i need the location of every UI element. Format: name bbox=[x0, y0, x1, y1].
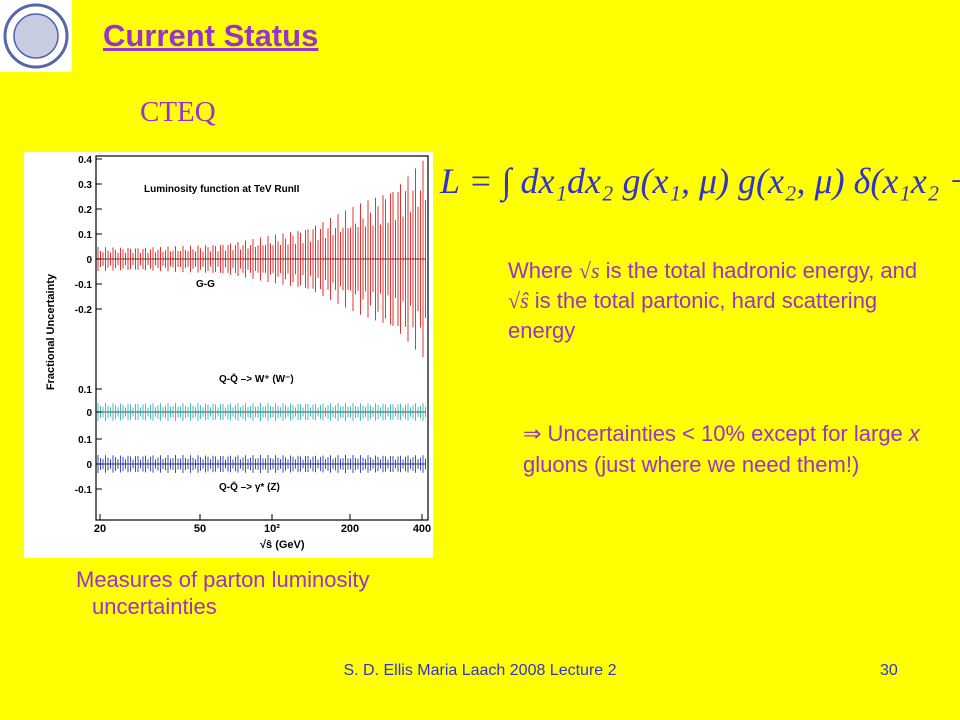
symbol: √ŝ bbox=[508, 288, 529, 313]
x-tick-label: 400 bbox=[413, 523, 431, 535]
y-tick-label: 0.1 bbox=[78, 230, 92, 241]
figure: Luminosity function at TeV RunII Fractio… bbox=[24, 152, 433, 558]
x-tick-label: 50 bbox=[194, 523, 206, 535]
logo bbox=[0, 0, 72, 72]
text: x bbox=[908, 421, 920, 446]
caption-line: uncertainties bbox=[92, 594, 217, 619]
y-tick-label: -0.1 bbox=[75, 485, 93, 496]
text: Where bbox=[508, 258, 579, 283]
y-tick-label: 0.4 bbox=[78, 155, 92, 166]
y-tick-label: -0.2 bbox=[75, 305, 93, 316]
y-tick-label: 0.1 bbox=[78, 435, 92, 446]
bullet: ⇒ Uncertainties < 10% except for large x… bbox=[523, 418, 933, 480]
formula: L = ∫ dx₁dx₂ g(x₁, μ) g(x₂, μ) δ(x₁x₂ − … bbox=[440, 161, 960, 201]
panel-label: G-G bbox=[196, 279, 215, 290]
x-tick-label: 200 bbox=[341, 523, 359, 535]
y-tick-label: 0.1 bbox=[78, 385, 92, 396]
caption-line: Measures of parton luminosity bbox=[76, 567, 370, 592]
text: is the total partonic, hard scattering e… bbox=[508, 288, 878, 343]
panel-label: Q-Q̄ –> W⁺ (W⁻) bbox=[219, 373, 294, 385]
where-text: Where √s is the total hadronic energy, a… bbox=[508, 256, 928, 346]
footer: S. D. Ellis Maria Laach 2008 Lecture 2 bbox=[343, 662, 617, 679]
subtitle: CTEQ bbox=[140, 96, 216, 128]
y-tick-label: 0 bbox=[86, 408, 92, 419]
y-label: Fractional Uncertainty bbox=[45, 273, 57, 390]
y-tick-label: 0 bbox=[86, 255, 92, 266]
panel-label: Q-Q̄ –> γ* (Z) bbox=[219, 481, 280, 493]
text: is the total hadronic energy, and bbox=[599, 258, 918, 283]
plot-title: Luminosity function at TeV RunII bbox=[144, 184, 300, 195]
page-number: 30 bbox=[880, 662, 898, 679]
y-tick-label: 0 bbox=[86, 460, 92, 471]
x-tick-label: 10² bbox=[264, 523, 280, 535]
x-tick-label: 20 bbox=[94, 523, 106, 535]
y-tick-label: 0.2 bbox=[78, 205, 92, 216]
text: ⇒ Uncertainties < 10% except for large bbox=[523, 421, 909, 446]
y-tick-label: -0.1 bbox=[75, 280, 93, 291]
symbol: √s bbox=[578, 258, 600, 283]
caption: Measures of parton luminosity uncertaint… bbox=[76, 566, 456, 620]
text: gluons (just where we need them!) bbox=[523, 452, 860, 477]
x-label: √ŝ (GeV) bbox=[260, 539, 305, 551]
y-tick-label: 0.3 bbox=[78, 180, 92, 191]
title: Current Status bbox=[103, 18, 319, 53]
